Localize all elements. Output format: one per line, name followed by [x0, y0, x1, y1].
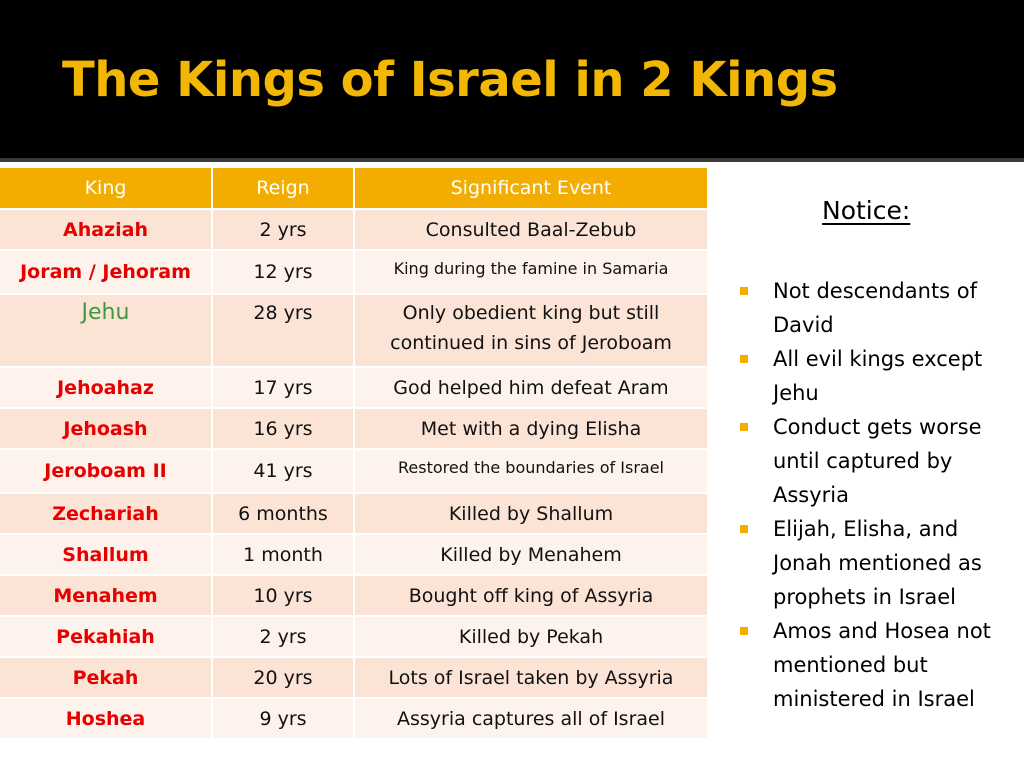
reign-length: 28 yrs [212, 294, 355, 368]
notice-list: Not descendants of David All evil kings … [740, 274, 1020, 716]
significant-event: Killed by Menahem [354, 534, 709, 576]
list-item-text: Not descendants of David [773, 279, 978, 337]
table-row: Ahaziah 2 yrs Consulted Baal-Zebub [0, 209, 709, 251]
title-divider [0, 158, 1024, 162]
reign-length: 2 yrs [212, 616, 355, 658]
column-header-king: King [0, 168, 213, 210]
table-row: Joram / Jehoram 12 yrs King during the f… [0, 250, 709, 295]
table-header-row: King Reign Significant Event [0, 168, 709, 210]
significant-event: Consulted Baal-Zebub [354, 209, 709, 251]
table-row: Hoshea 9 yrs Assyria captures all of Isr… [0, 698, 709, 740]
reign-length: 17 yrs [212, 367, 355, 409]
title-banner: The Kings of Israel in 2 Kings [0, 0, 1024, 158]
square-bullet-icon [740, 423, 748, 431]
king-name: Jeroboam II [0, 449, 213, 494]
significant-event: King during the famine in Samaria [354, 250, 709, 295]
king-name: Pekahiah [0, 616, 213, 658]
king-name: Ahaziah [0, 209, 213, 251]
significant-event: God helped him defeat Aram [354, 367, 709, 409]
kings-table: King Reign Significant Event Ahaziah 2 y… [0, 168, 709, 740]
reign-length: 6 months [212, 493, 355, 535]
square-bullet-icon [740, 355, 748, 363]
list-item: All evil kings except Jehu [740, 342, 1020, 410]
column-header-event: Significant Event [354, 168, 709, 210]
list-item-text: Amos and Hosea not mentioned but ministe… [773, 619, 991, 711]
significant-event: Restored the boundaries of Israel [354, 449, 709, 494]
list-item: Not descendants of David [740, 274, 1020, 342]
king-name: Zechariah [0, 493, 213, 535]
list-item-text: Elijah, Elisha, and Jonah mentioned as p… [773, 517, 982, 609]
reign-length: 41 yrs [212, 449, 355, 494]
king-name: Joram / Jehoram [0, 250, 213, 295]
slide-title: The Kings of Israel in 2 Kings [62, 52, 838, 108]
table-row: Pekah 20 yrs Lots of Israel taken by Ass… [0, 657, 709, 699]
list-item: Elijah, Elisha, and Jonah mentioned as p… [740, 512, 1020, 614]
square-bullet-icon [740, 525, 748, 533]
king-name: Hoshea [0, 698, 213, 740]
table-row: Shallum 1 month Killed by Menahem [0, 534, 709, 576]
reign-length: 16 yrs [212, 408, 355, 450]
significant-event: Only obedient king but still continued i… [354, 294, 709, 368]
significant-event: Lots of Israel taken by Assyria [354, 657, 709, 699]
table-row: Menahem 10 yrs Bought off king of Assyri… [0, 575, 709, 617]
significant-event: Met with a dying Elisha [354, 408, 709, 450]
king-name: Jehoahaz [0, 367, 213, 409]
reign-length: 12 yrs [212, 250, 355, 295]
reign-length: 2 yrs [212, 209, 355, 251]
reign-length: 20 yrs [212, 657, 355, 699]
table-row: Zechariah 6 months Killed by Shallum [0, 493, 709, 535]
reign-length: 9 yrs [212, 698, 355, 740]
king-name: Jehu [0, 294, 213, 368]
table-row: Jeroboam II 41 yrs Restored the boundari… [0, 449, 709, 494]
significant-event: Killed by Shallum [354, 493, 709, 535]
list-item: Conduct gets worse until captured by Ass… [740, 410, 1020, 512]
king-name: Menahem [0, 575, 213, 617]
square-bullet-icon [740, 627, 748, 635]
significant-event: Assyria captures all of Israel [354, 698, 709, 740]
king-name: Shallum [0, 534, 213, 576]
table-row: Pekahiah 2 yrs Killed by Pekah [0, 616, 709, 658]
square-bullet-icon [740, 287, 748, 295]
reign-length: 1 month [212, 534, 355, 576]
significant-event: Bought off king of Assyria [354, 575, 709, 617]
list-item-text: Conduct gets worse until captured by Ass… [773, 415, 982, 507]
reign-length: 10 yrs [212, 575, 355, 617]
list-item: Amos and Hosea not mentioned but ministe… [740, 614, 1020, 716]
table-row: Jehoahaz 17 yrs God helped him defeat Ar… [0, 367, 709, 409]
king-name: Jehoash [0, 408, 213, 450]
significant-event: Killed by Pekah [354, 616, 709, 658]
table-row: Jehoash 16 yrs Met with a dying Elisha [0, 408, 709, 450]
list-item-text: All evil kings except Jehu [773, 347, 983, 405]
notice-heading: Notice: [822, 196, 911, 225]
column-header-reign: Reign [212, 168, 355, 210]
table-row: Jehu 28 yrs Only obedient king but still… [0, 294, 709, 368]
king-name: Pekah [0, 657, 213, 699]
